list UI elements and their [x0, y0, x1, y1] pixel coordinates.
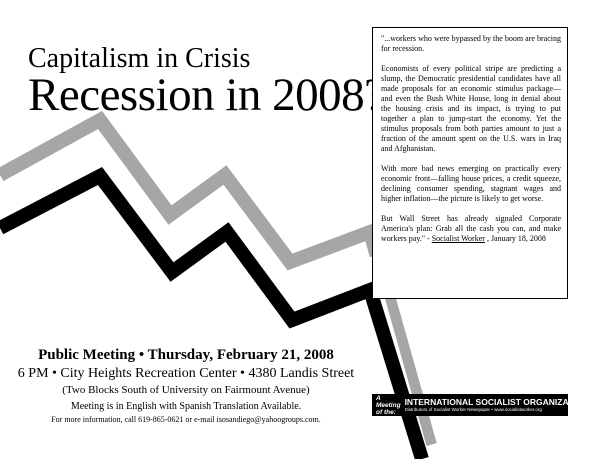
org-tagline: Distributors of Socialist Worker Newspap…: [404, 407, 542, 412]
quote-paragraph-1: "...workers who were bypassed by the boo…: [381, 34, 561, 53]
org-lead: A Meeting of the:: [376, 394, 401, 416]
black-trend-line: [0, 167, 429, 459]
meeting-directions: (Two Blocks South of University on Fairm…: [62, 384, 310, 396]
white-trend-line: [0, 144, 431, 459]
org-text: INTERNATIONAL SOCIALIST ORGANIZATION Dis…: [401, 397, 589, 413]
quote-paragraph-3: With more bad news emerging on practical…: [381, 164, 561, 203]
quote-paragraph-4: But Wall Street has already signaled Cor…: [381, 214, 561, 244]
quote-box: "...workers who were bypassed by the boo…: [372, 27, 568, 299]
quote-date: , January 18, 2008: [484, 234, 546, 243]
contact-info: For more information, call 619-865-0621 …: [51, 415, 321, 424]
meeting-language-note: Meeting is in English with Spanish Trans…: [70, 401, 302, 412]
quote-source: Socialist Worker: [431, 234, 485, 243]
meeting-location: 6 PM • City Heights Recreation Center • …: [17, 366, 355, 381]
quote-paragraph-2: Economists of every political stripe are…: [381, 64, 561, 153]
page-title: Recession in 2008?: [28, 69, 385, 121]
org-badge: A Meeting of the: INTERNATIONAL SOCIALIS…: [372, 394, 588, 416]
meeting-headline: Public Meeting • Thursday, February 21, …: [38, 347, 334, 363]
org-name: INTERNATIONAL SOCIALIST ORGANIZATION: [404, 397, 589, 407]
gray-trend-line: [0, 110, 437, 447]
subtitle: Capitalism in Crisis: [28, 43, 251, 74]
quote-closing: But Wall Street has already signaled Cor…: [381, 214, 561, 243]
